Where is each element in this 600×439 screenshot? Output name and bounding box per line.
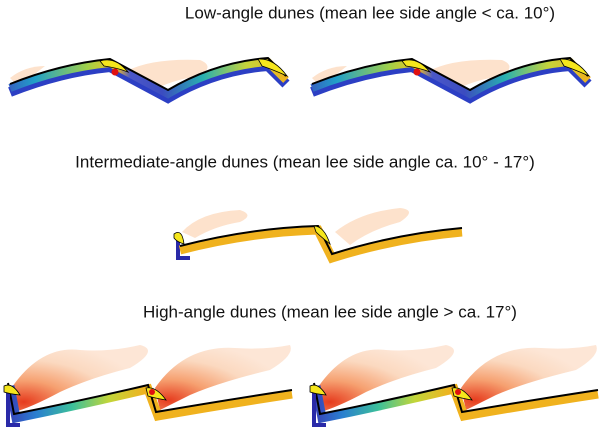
intermediate-angle-dune-profile <box>173 208 463 264</box>
section-title: High-angle dunes (mean lee side angle > … <box>143 302 517 321</box>
high-angle-dune-profile <box>310 345 598 425</box>
section-title: Low-angle dunes (mean lee side angle < c… <box>185 3 555 22</box>
low-angle-dune-profile <box>312 58 589 98</box>
high-angle-dune-profile <box>4 345 292 425</box>
low-angle-dune-profile <box>10 58 287 98</box>
section-title: Intermediate-angle dunes (mean lee side … <box>75 152 535 171</box>
